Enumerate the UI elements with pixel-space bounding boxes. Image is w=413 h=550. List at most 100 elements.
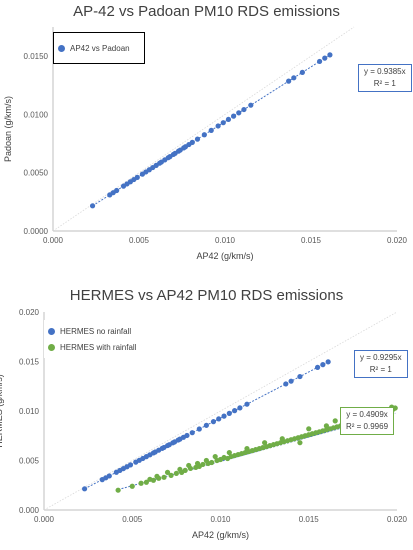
data-point <box>212 453 218 460</box>
y-tick-label: 0.0050 <box>24 169 49 178</box>
trend-equation-box: y = 0.4909x R² = 0.9969 <box>340 407 395 435</box>
y-tick-label: 0.005 <box>19 457 40 466</box>
data-point <box>154 473 160 479</box>
y-tick-label: 0.0100 <box>24 110 49 119</box>
data-point <box>327 52 333 58</box>
data-point <box>220 120 226 126</box>
data-point <box>209 459 215 466</box>
data-point <box>114 187 120 194</box>
data-point <box>262 440 268 446</box>
data-point <box>231 113 237 119</box>
data-point <box>286 78 292 84</box>
data-point <box>81 486 88 492</box>
data-point <box>164 469 171 475</box>
data-point <box>299 69 305 75</box>
data-point <box>189 430 195 436</box>
trend-r-squared: R² = 1 <box>373 79 396 88</box>
data-point <box>143 479 149 485</box>
data-point <box>236 110 242 116</box>
data-point <box>221 413 227 419</box>
data-point <box>177 466 183 473</box>
data-point <box>194 136 201 142</box>
data-point <box>106 473 112 479</box>
x-tick-label: 0.020 <box>387 236 408 245</box>
x-tick-label: 0.010 <box>210 515 231 524</box>
y-tick-label: 0.0150 <box>24 52 49 61</box>
data-point <box>89 203 96 209</box>
data-point <box>203 457 209 464</box>
trend-r-squared: R² = 1 <box>369 365 392 374</box>
data-point <box>208 127 214 133</box>
data-point <box>210 419 217 425</box>
data-point <box>189 139 195 145</box>
data-point <box>314 364 321 370</box>
x-axis-label: AP42 (g/km/s) <box>196 251 253 261</box>
data-point <box>288 378 294 384</box>
x-tick-label: 0.015 <box>301 236 322 245</box>
data-point <box>244 446 250 452</box>
trend-r-squared: R² = 0.9969 <box>346 422 389 431</box>
reference-line <box>43 311 398 511</box>
data-point <box>317 58 323 65</box>
legend-marker-icon <box>58 44 65 52</box>
data-point <box>325 359 331 365</box>
data-point <box>203 422 209 428</box>
x-axis-label: AP42 (g/km/s) <box>192 530 249 540</box>
data-point <box>184 432 190 439</box>
data-point <box>127 462 134 468</box>
y-tick-label: 0.000 <box>19 506 40 515</box>
data-point <box>147 476 153 482</box>
data-point <box>134 174 140 180</box>
legend-label: AP42 vs Padoan <box>70 43 130 53</box>
legend-entry: HERMES with rainfall <box>44 339 142 355</box>
data-point <box>226 449 232 456</box>
x-tick-label: 0.010 <box>215 236 236 245</box>
legend-label: HERMES no rainfall <box>60 326 132 336</box>
legend-marker-icon <box>48 327 55 335</box>
x-tick-label: 0.005 <box>122 515 143 524</box>
trend-equation: y = 0.9295x <box>360 353 402 362</box>
y-tick-label: 0.015 <box>19 358 40 367</box>
data-point <box>248 102 254 108</box>
data-point <box>186 462 192 469</box>
data-point <box>225 116 232 123</box>
x-tick-label: 0.005 <box>129 236 150 245</box>
data-point <box>232 408 238 414</box>
reference-line <box>52 26 355 232</box>
x-tick-label: 0.000 <box>34 515 55 524</box>
data-point <box>297 373 303 380</box>
data-point <box>138 480 144 486</box>
data-point <box>161 474 167 480</box>
data-point <box>215 123 221 129</box>
data-point <box>226 410 232 416</box>
data-point <box>244 401 250 407</box>
data-point <box>201 132 207 138</box>
data-point <box>279 436 285 442</box>
data-point <box>297 440 303 446</box>
legend: AP42 vs Padoan <box>53 32 145 64</box>
chart-padoan: AP-42 vs Padoan PM10 RDS emissions 0.000… <box>0 0 413 262</box>
data-point <box>129 483 135 489</box>
data-point <box>216 416 222 422</box>
trend-equation-box: y = 0.9385x R² = 1 <box>358 64 412 92</box>
x-tick-label: 0.015 <box>299 515 320 524</box>
chart-title: HERMES vs AP42 PM10 RDS emissions <box>69 287 344 304</box>
data-point <box>241 106 247 113</box>
data-point <box>200 461 206 468</box>
legend: HERMES no rainfall HERMES with rainfall <box>44 320 142 358</box>
data-point <box>196 426 202 432</box>
trend-equation-box: y = 0.9295x R² = 1 <box>354 350 408 378</box>
data-point <box>322 55 328 61</box>
data-point <box>194 460 201 467</box>
data-point <box>283 381 289 387</box>
trend-equation: y = 0.4909x <box>346 410 388 419</box>
y-tick-label: 0.010 <box>19 407 40 416</box>
plot-area: 0.000 0.005 0.010 0.015 0.020 0.0000 0.0050 0.0… <box>3 26 408 261</box>
data-point <box>306 426 312 432</box>
legend-label: HERMES with rainfall <box>60 342 137 352</box>
y-tick-label: 0.0000 <box>24 227 49 236</box>
data-point <box>168 472 174 478</box>
data-point <box>237 405 243 411</box>
chart-hermes: HERMES vs AP42 PM10 RDS emissions 0.000 0… <box>0 280 413 550</box>
y-axis-label: Padoan (g/km/s) <box>3 96 13 162</box>
